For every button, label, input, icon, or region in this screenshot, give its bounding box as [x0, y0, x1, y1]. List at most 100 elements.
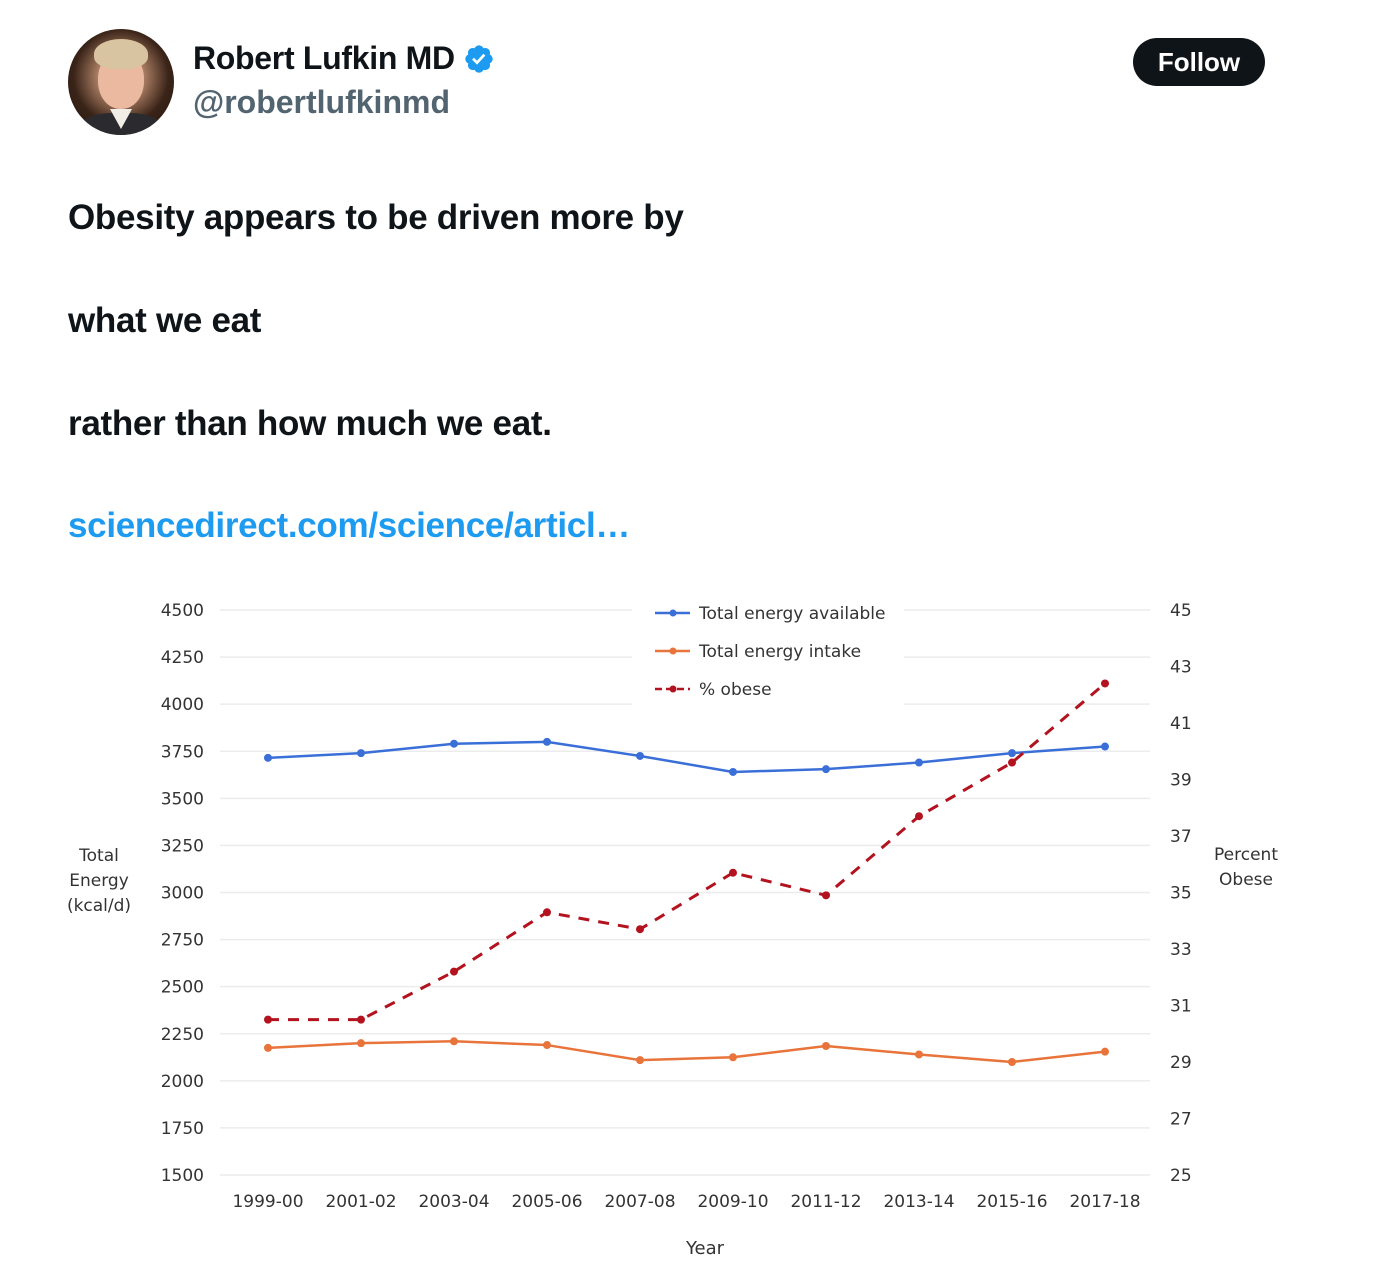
legend: Total energy available Total energy intak…	[655, 604, 885, 700]
left-axis-tick-label: 3000	[161, 884, 204, 904]
data-point	[915, 812, 923, 821]
legend-item: % obese	[655, 680, 772, 700]
follow-button[interactable]: Follow	[1133, 38, 1265, 86]
data-point	[636, 925, 644, 934]
series-total-energy-intake	[264, 1037, 1109, 1066]
data-point	[822, 891, 830, 900]
avatar-hair	[94, 39, 148, 69]
data-point	[264, 753, 272, 762]
x-axis-tick-label: 2001-02	[325, 1192, 396, 1212]
data-point	[1101, 679, 1109, 688]
series-total-energy-available	[264, 737, 1109, 776]
right-axis-tick-label: 25	[1170, 1166, 1192, 1186]
data-point	[1008, 758, 1016, 767]
left-axis-tick-label: 2500	[161, 978, 204, 998]
right-axis-tick-label: 39	[1170, 771, 1192, 791]
left-axis-tick-label: 3500	[161, 789, 204, 809]
x-axis-tick-label: 2003-04	[418, 1192, 489, 1212]
left-axis-tick-label: 2250	[161, 1025, 204, 1045]
legend-item: Total energy intake	[655, 642, 861, 662]
left-axis-tick-label: 4500	[161, 601, 204, 621]
data-point	[1101, 742, 1109, 751]
data-point	[822, 765, 830, 774]
chart-gridlines	[220, 609, 1150, 1176]
data-point	[450, 967, 458, 976]
right-axis-tick-label: 29	[1170, 1053, 1192, 1073]
series-obese	[264, 679, 1109, 1024]
data-point	[1008, 1058, 1016, 1066]
right-axis-ticks: 45 43 41 39 37 35 33 31 29 27 25	[1170, 601, 1192, 1186]
left-axis-tick-label: 4000	[161, 695, 204, 715]
left-axis-tick-label: 1500	[161, 1166, 204, 1186]
series-line	[267, 1040, 1106, 1064]
right-axis-label-line: Percent	[1214, 845, 1278, 865]
data-point	[915, 1050, 923, 1059]
legend-label: % obese	[699, 680, 772, 700]
data-point	[636, 751, 644, 760]
right-axis-label-line: Obese	[1219, 870, 1273, 890]
data-point	[264, 1015, 272, 1024]
left-axis-label-line: (kcal/d)	[67, 896, 131, 916]
right-axis-tick-label: 33	[1170, 940, 1192, 960]
data-point	[357, 749, 365, 758]
legend-swatch-dot	[669, 609, 677, 617]
left-axis-ticks: 4500 4250 4000 3750 3500 3250 3000 2750 2500 2250…	[161, 601, 204, 1186]
legend-label: Total energy available	[698, 604, 885, 624]
legend-label: Total energy intake	[698, 642, 861, 662]
left-axis-label-line: Total	[78, 846, 119, 866]
tweet-text-line-3: rather than how much we eat.	[68, 404, 552, 443]
right-axis-tick-label: 43	[1170, 658, 1192, 678]
right-axis-tick-label: 41	[1170, 714, 1192, 734]
left-axis-tick-label: 4250	[161, 648, 204, 668]
data-point	[264, 1043, 272, 1052]
x-axis-tick-label: 2011-12	[790, 1192, 861, 1212]
data-point	[1008, 749, 1016, 758]
data-point	[729, 1053, 737, 1062]
data-point	[1101, 1047, 1109, 1056]
data-point	[915, 758, 923, 767]
data-point	[822, 1041, 830, 1050]
data-point	[636, 1056, 644, 1065]
left-axis-tick-label: 1750	[161, 1119, 204, 1139]
legend-swatch-dot	[669, 685, 677, 693]
right-axis-tick-label: 35	[1170, 884, 1192, 904]
legend-swatch-dot	[669, 647, 677, 655]
verified-badge-icon	[465, 44, 493, 73]
chart[interactable]: 4500 4250 4000 3750 3500 3250 3000 2750 2500 2250…	[0, 580, 1382, 1275]
author-handle[interactable]: @robertlufkinmd	[193, 84, 450, 120]
left-axis-tick-label: 3250	[161, 836, 204, 856]
x-axis-tick-label: 1999-00	[232, 1192, 303, 1212]
right-axis-tick-label: 27	[1170, 1110, 1192, 1130]
x-axis-tick-label: 2005-06	[511, 1192, 582, 1212]
x-axis-tick-label: 2009-10	[697, 1192, 768, 1212]
tweet-text-line-1: Obesity appears to be driven more by	[68, 198, 684, 237]
data-point	[543, 1041, 551, 1050]
series-line	[267, 740, 1106, 774]
legend-item: Total energy available	[655, 604, 885, 624]
right-axis-tick-label: 37	[1170, 827, 1192, 847]
data-point	[729, 767, 737, 776]
right-axis-label: Percent Obese	[1214, 845, 1278, 890]
x-axis-tick-label: 2015-16	[976, 1192, 1047, 1212]
series-line	[268, 682, 1106, 1022]
x-axis-ticks: 1999-00 2001-02 2003-04 2005-06 2007-08 2009-…	[232, 1192, 1140, 1212]
data-point	[357, 1015, 365, 1024]
article-link[interactable]: sciencedirect.com/science/articl…	[68, 506, 631, 545]
left-axis-tick-label: 2750	[161, 931, 204, 951]
x-axis-tick-label: 2007-08	[604, 1192, 675, 1212]
data-point	[729, 868, 737, 877]
author-name[interactable]: Robert Lufkin MD	[193, 40, 455, 76]
data-point	[543, 737, 551, 746]
data-point	[357, 1039, 365, 1048]
tweet-text-line-2: what we eat	[68, 301, 262, 340]
x-axis-tick-label: 2013-14	[883, 1192, 954, 1212]
right-axis-tick-label: 45	[1170, 601, 1192, 621]
right-axis-tick-label: 31	[1170, 997, 1192, 1017]
left-axis-label: Total Energy (kcal/d)	[67, 846, 131, 916]
author-name-row: Robert Lufkin MD	[193, 40, 495, 77]
data-point	[450, 739, 458, 748]
x-axis-tick-label: 2017-18	[1069, 1192, 1140, 1212]
data-point	[543, 908, 551, 917]
author-avatar[interactable]	[68, 29, 174, 135]
left-axis-label-line: Energy	[69, 871, 129, 891]
